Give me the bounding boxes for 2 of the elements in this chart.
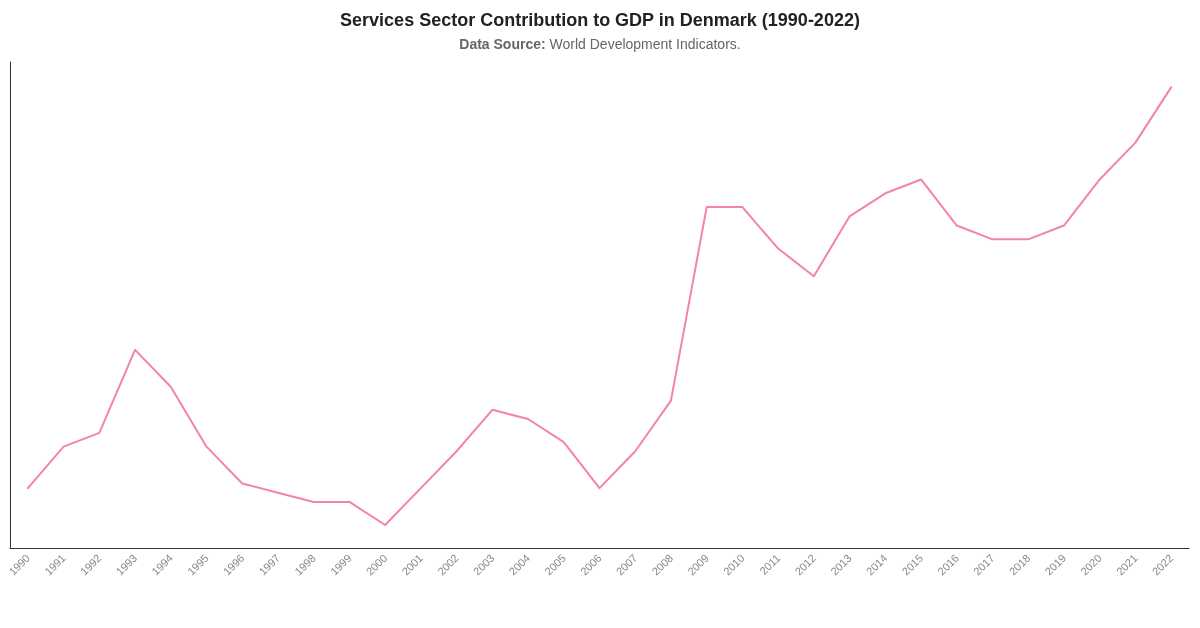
chart-title: Services Sector Contribution to GDP in Denmark (1990-2022) <box>340 10 860 30</box>
chart-subtitle: Data Source: World Development Indicators. <box>459 36 741 52</box>
